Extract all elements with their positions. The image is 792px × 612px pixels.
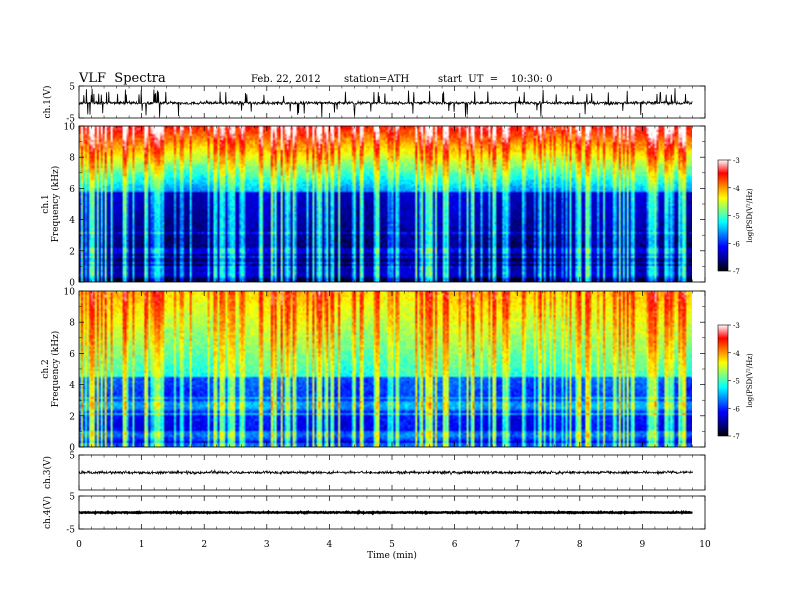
figure-date: Feb. 22, 2012 <box>251 74 321 85</box>
ch4-waveform-ytick-label: 5 <box>69 493 75 503</box>
ch1-waveform-ylabel: ch.1(V) <box>42 86 53 119</box>
ch1-waveform-ytick-label: -5 <box>66 115 75 125</box>
time-xtick-label: 6 <box>452 540 458 550</box>
ch1-spectrogram-ylabel: ch.1 <box>41 194 51 213</box>
time-xtick-label: 9 <box>640 540 646 550</box>
ch1-spectrogram-colorbar-tick-label: -3 <box>733 157 740 165</box>
ch1-waveform-ytick-label: 5 <box>69 83 75 93</box>
ch2-spectrogram-colorbar-tick-label: -5 <box>733 378 740 386</box>
ch2-spectrogram-ytick-label: 2 <box>69 412 75 422</box>
ch1-spectrogram-ytick-label: 4 <box>69 216 75 226</box>
ch1-spectrogram-colorbar-tick-label: -6 <box>733 240 740 248</box>
time-xtick-label: 7 <box>514 540 520 550</box>
ch2-spectrogram-colorbar-tick-label: -3 <box>733 322 740 330</box>
ch2-spectrogram-ylabel: Frequency (kHz) <box>50 331 61 408</box>
figure-start-time: start UT = 10:30: 0 <box>438 74 553 85</box>
figure-title: VLF Spectra <box>79 71 166 86</box>
ch4-waveform-trace <box>78 508 693 516</box>
figure-station: station=ATH <box>344 74 410 85</box>
ch2-spectrogram-colorbar-label: log(PSD(V²/Hz) <box>746 353 754 408</box>
ch1-waveform-trace <box>78 88 693 118</box>
ch1-spectrogram-image <box>79 126 692 282</box>
time-xtick-label: 8 <box>577 540 583 550</box>
ch1-spectrogram-ytick-label: 0 <box>69 279 75 289</box>
ch4-waveform-ytick-label: -5 <box>66 526 75 536</box>
ch1-spectrogram-colorbar <box>717 159 729 272</box>
ch3-waveform-trace <box>78 468 693 476</box>
ch2-spectrogram-image <box>79 291 692 447</box>
ch3-waveform-ytick-label: 5 <box>69 452 75 462</box>
ch1-spectrogram-ylabel: Frequency (kHz) <box>50 166 61 243</box>
ch1-spectrogram-colorbar-label: log(PSD(V²/Hz) <box>746 188 754 243</box>
time-xtick-label: 0 <box>76 540 82 550</box>
ch2-spectrogram-colorbar-tick-label: -6 <box>733 405 740 413</box>
time-xtick-label: 4 <box>327 540 333 550</box>
ch2-spectrogram-ylabel: ch.2 <box>41 359 51 378</box>
ch1-spectrogram-ytick-label: 6 <box>69 185 75 195</box>
time-xtick-label: 3 <box>264 540 270 550</box>
time-xtick-label: 1 <box>139 540 145 550</box>
ch1-spectrogram-ytick-label: 2 <box>69 247 75 257</box>
ch2-spectrogram-colorbar-tick-label: -4 <box>733 350 740 358</box>
ch2-spectrogram-ytick-label: 4 <box>69 381 75 391</box>
ch3-waveform-ylabel: ch.3(V) <box>42 456 53 489</box>
ch1-spectrogram-colorbar-tick-label: -5 <box>733 213 740 221</box>
ch1-spectrogram-colorbar-tick-label: -7 <box>733 268 740 276</box>
ch2-spectrogram-ytick-label: 8 <box>69 319 75 329</box>
ch2-spectrogram-colorbar <box>717 324 729 437</box>
ch2-spectrogram-colorbar-tick-label: -7 <box>733 433 740 441</box>
time-xtick-label: 2 <box>201 540 207 550</box>
ch1-spectrogram-ytick-label: 8 <box>69 154 75 164</box>
ch1-spectrogram-colorbar-tick-label: -4 <box>733 185 740 193</box>
ch1-spectrogram-ytick-label: 10 <box>64 123 76 133</box>
ch2-spectrogram-ytick-label: 6 <box>69 350 75 360</box>
time-xlabel: Time (min) <box>367 550 417 561</box>
ch4-waveform-ylabel: ch.4(V) <box>42 496 53 529</box>
time-xtick-label: 10 <box>699 540 711 550</box>
time-xtick-label: 5 <box>389 540 395 550</box>
ch2-spectrogram-ytick-label: 0 <box>69 444 75 454</box>
ch2-spectrogram-ytick-label: 10 <box>64 288 76 298</box>
